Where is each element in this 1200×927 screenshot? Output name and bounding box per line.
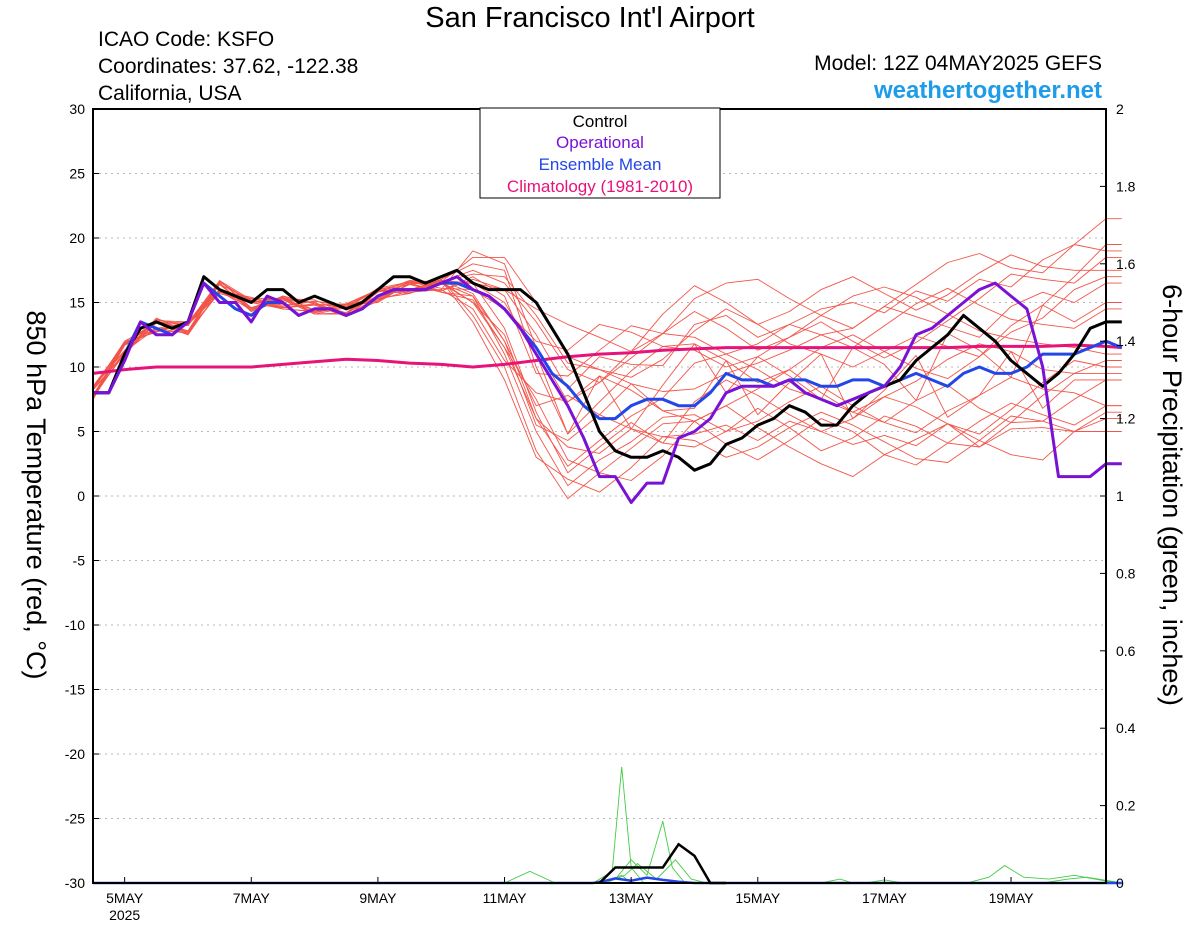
legend: Control Operational Ensemble Mean Climat… <box>479 107 721 199</box>
x-tick-year: 2025 <box>109 907 140 923</box>
y-tick-label: -15 <box>65 682 85 698</box>
legend-climatology: Climatology (1981-2010) <box>507 177 693 196</box>
operational-line <box>93 275 1122 504</box>
y-tick-label: 15 <box>69 295 85 311</box>
coordinates: Coordinates: 37.62, -122.38 <box>98 55 359 78</box>
y-tick-label: -20 <box>65 746 85 762</box>
ensemble-member-line <box>92 263 1122 435</box>
ensemble-member-line <box>92 281 1122 481</box>
x-tick-label: 13MAY <box>609 890 655 906</box>
precip-member-line <box>93 865 1122 884</box>
y-tick-label: 20 <box>69 230 85 246</box>
chart-title: San Francisco Int'l Airport <box>425 2 755 34</box>
brand-link[interactable]: weathertogether.net <box>873 77 1102 104</box>
ensemble-member-line <box>92 283 1122 454</box>
y2-tick-label: 2 <box>1116 101 1124 117</box>
region: California, USA <box>98 82 242 105</box>
x-tick-label: 5MAY <box>106 890 144 906</box>
ensemble-mean-line <box>93 281 1123 421</box>
y-tick-label: -30 <box>65 875 85 891</box>
model-run: Model: 12Z 04MAY2025 GEFS <box>814 52 1102 75</box>
y2-axis-ticks: 2 1.8 1.6 1.4 1.2 1 0.8 0.6 0.4 0.2 0 <box>1100 101 1136 891</box>
climatology-line <box>92 343 1122 375</box>
y2-tick-label: 0.2 <box>1116 798 1136 814</box>
y2-tick-label: 1.2 <box>1116 411 1136 427</box>
y-tick-label: -10 <box>65 617 85 633</box>
x-tick-label: 15MAY <box>735 890 781 906</box>
x-tick-label: 19MAY <box>989 890 1035 906</box>
control-line <box>93 268 1122 472</box>
ensemble-member-line <box>92 273 1122 392</box>
x-tick-label: 11MAY <box>483 890 527 906</box>
y-tick-label: -25 <box>65 811 85 827</box>
y2-tick-label: 0.6 <box>1116 643 1136 659</box>
y2-axis-label: 6-hour Precipitation (green, inches) <box>1157 284 1187 706</box>
x-tick-label: 17MAY <box>862 890 908 906</box>
ensemble-member-line <box>92 289 1122 423</box>
y-axis-ticks: 30 25 20 15 10 5 0 -5 -10 -15 -20 -25 -30 <box>65 101 99 891</box>
y-tick-label: 10 <box>69 359 85 375</box>
precip-member-line <box>93 766 1122 884</box>
y2-tick-label: 1.4 <box>1116 333 1136 349</box>
y2-tick-label: 1.6 <box>1116 256 1136 272</box>
legend-ensemble-mean: Ensemble Mean <box>539 155 662 174</box>
y2-tick-label: 1.8 <box>1116 178 1136 194</box>
precipitation-series <box>93 766 1122 885</box>
y2-tick-label: 1 <box>1116 488 1124 504</box>
y-tick-label: 30 <box>69 101 85 117</box>
y-tick-label: 5 <box>77 424 85 440</box>
ensemble-member-line <box>92 276 1122 390</box>
y-tick-label: 25 <box>69 166 85 182</box>
y2-tick-label: 0.4 <box>1116 720 1136 736</box>
gridlines <box>93 173 1106 819</box>
legend-operational: Operational <box>556 133 644 152</box>
y2-tick-label: 0.8 <box>1116 565 1136 581</box>
icao-code: ICAO Code: KSFO <box>98 28 275 51</box>
y-tick-label: -5 <box>73 553 86 569</box>
y2-tick-label: 0 <box>1116 875 1124 891</box>
ensemble-member-line <box>92 250 1122 403</box>
x-tick-label: 7MAY <box>233 890 271 906</box>
legend-control: Control <box>573 112 628 131</box>
precip-control-line <box>598 842 727 885</box>
y-tick-label: 0 <box>77 488 85 504</box>
x-tick-label: 9MAY <box>359 890 397 906</box>
main-series <box>92 268 1123 504</box>
ensemble-members <box>92 218 1122 500</box>
y-axis-label: 850 hPa Temperature (red, °C) <box>21 311 51 680</box>
